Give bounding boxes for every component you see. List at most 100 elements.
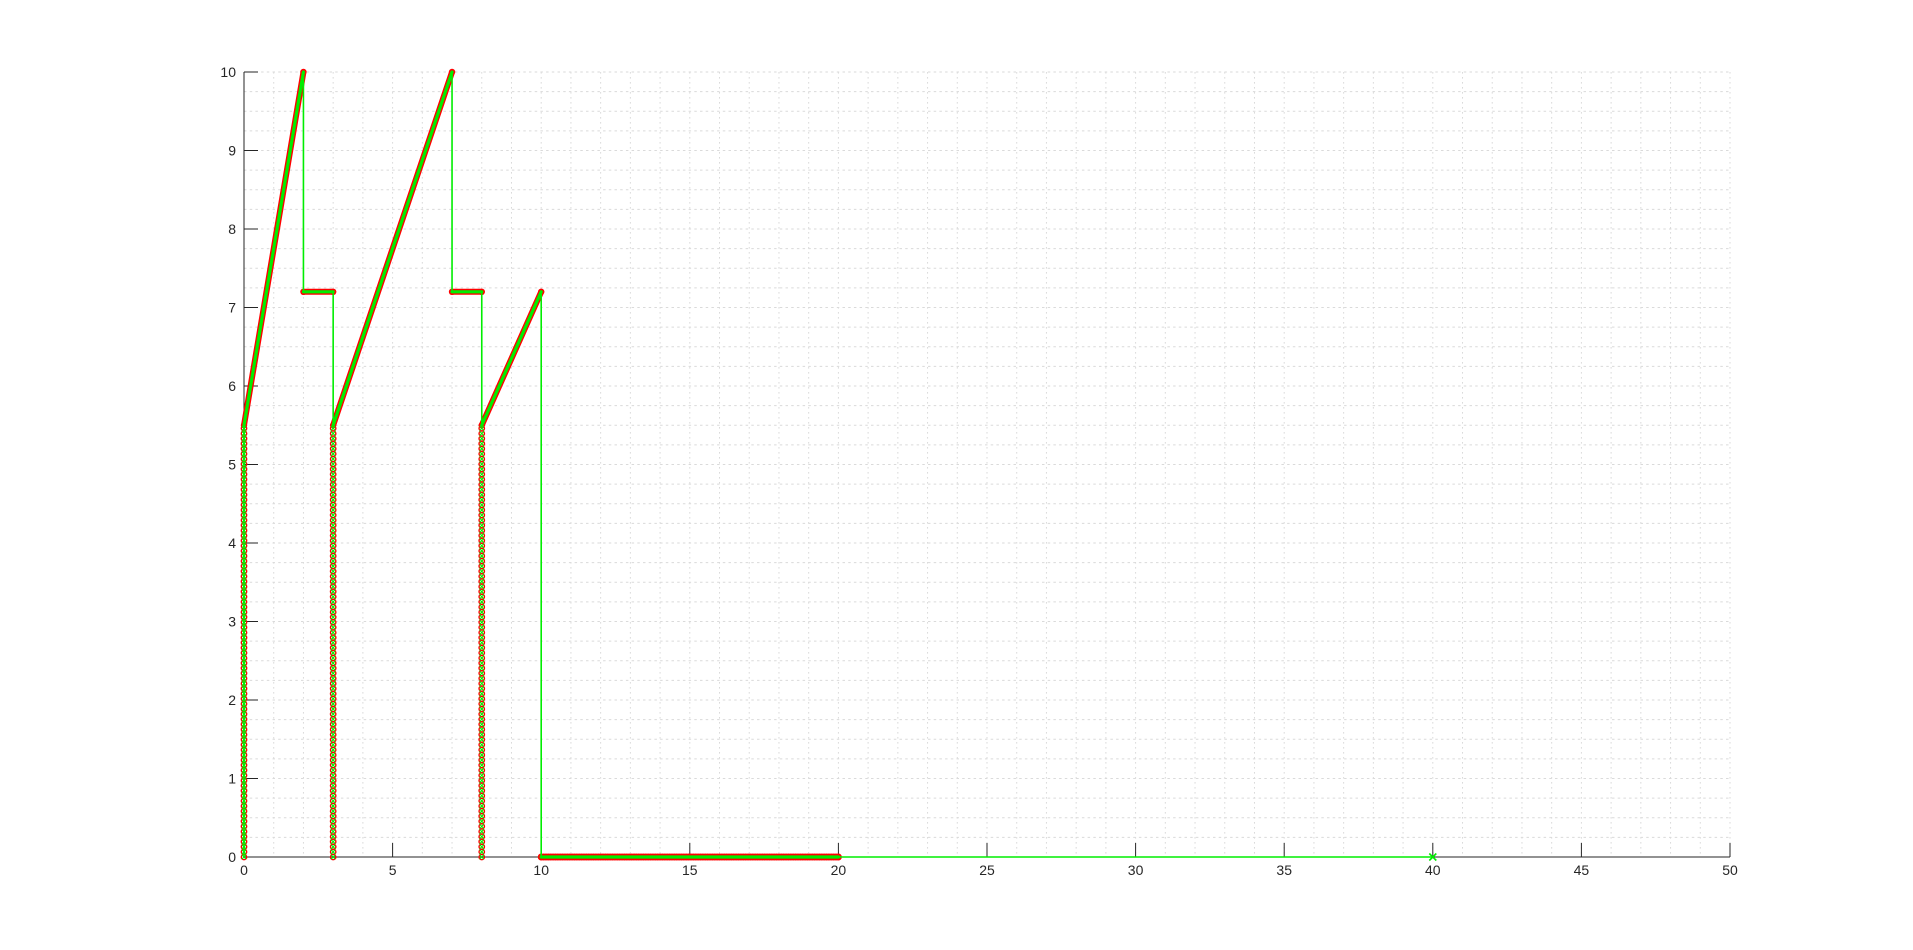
green-x-marker xyxy=(479,548,485,554)
green-x-marker xyxy=(241,818,247,824)
green-x-marker xyxy=(330,492,336,498)
green-x-marker xyxy=(241,578,247,584)
green-x-marker xyxy=(241,507,247,513)
green-x-marker xyxy=(479,823,485,829)
green-x-marker xyxy=(479,476,485,482)
green-x-marker xyxy=(241,527,247,533)
green-x-marker xyxy=(479,599,485,605)
green-x-marker xyxy=(241,711,247,717)
green-x-marker xyxy=(479,630,485,635)
green-x-marker xyxy=(479,828,485,834)
green-x-marker xyxy=(479,721,485,727)
green-x-marker xyxy=(479,803,485,809)
green-x-marker xyxy=(479,655,485,661)
green-x-marker xyxy=(241,670,247,676)
green-x-marker xyxy=(479,670,485,676)
green-x-marker xyxy=(241,431,247,436)
green-x-marker xyxy=(241,517,247,523)
green-x-marker xyxy=(330,813,336,819)
x-tick-label: 0 xyxy=(240,862,248,878)
green-x-marker xyxy=(479,762,485,768)
green-x-marker xyxy=(479,522,485,528)
green-x-marker xyxy=(479,711,485,717)
green-x-marker xyxy=(330,686,336,692)
green-x-marker xyxy=(330,609,336,615)
green-x-marker xyxy=(479,726,485,732)
green-x-marker xyxy=(330,589,336,595)
green-x-marker xyxy=(479,706,485,712)
green-x-marker xyxy=(479,619,485,625)
green-x-marker xyxy=(241,813,247,819)
y-tick-label: 7 xyxy=(228,300,236,316)
green-x-marker xyxy=(330,660,336,666)
y-tick-label: 0 xyxy=(228,849,236,865)
green-x-marker xyxy=(479,492,485,498)
green-x-marker xyxy=(241,757,247,763)
green-x-marker xyxy=(241,624,247,630)
green-x-marker xyxy=(479,553,485,559)
green-x-marker xyxy=(241,543,247,549)
green-x-marker xyxy=(241,466,247,472)
green-x-marker xyxy=(330,624,336,630)
y-tick-label: 6 xyxy=(228,378,236,394)
green-x-marker xyxy=(479,543,485,549)
green-x-marker xyxy=(479,808,485,814)
y-tick-label: 4 xyxy=(228,535,236,551)
series-green-line xyxy=(241,70,1437,862)
green-x-marker xyxy=(241,512,247,518)
green-x-marker xyxy=(330,752,336,758)
green-x-marker xyxy=(479,757,485,763)
green-x-marker xyxy=(241,747,247,753)
green-x-marker xyxy=(241,696,247,702)
y-tick-label: 10 xyxy=(220,64,236,80)
x-tick-label: 45 xyxy=(1574,862,1590,878)
green-x-marker xyxy=(330,431,336,436)
green-x-marker xyxy=(330,716,336,722)
green-x-marker xyxy=(330,563,336,569)
green-x-marker xyxy=(330,726,336,732)
green-x-marker xyxy=(330,471,336,477)
green-x-marker xyxy=(241,650,247,656)
green-x-marker xyxy=(479,614,485,620)
green-x-marker xyxy=(330,655,336,661)
green-x-marker xyxy=(330,696,336,702)
green-x-marker xyxy=(241,788,247,794)
green-x-marker xyxy=(330,640,336,646)
green-x-marker xyxy=(241,844,247,850)
green-x-marker xyxy=(241,701,247,707)
green-end-x-marker xyxy=(1428,852,1437,862)
green-x-marker xyxy=(330,772,336,778)
green-x-marker xyxy=(330,777,336,783)
green-x-marker xyxy=(241,456,247,462)
x-tick-label: 5 xyxy=(389,862,397,878)
green-x-marker xyxy=(330,854,336,860)
y-tick-label: 1 xyxy=(228,771,236,787)
green-x-marker xyxy=(241,665,247,671)
green-x-marker xyxy=(241,675,247,681)
green-x-marker xyxy=(479,584,485,590)
green-x-marker xyxy=(479,436,485,442)
x-tick-label: 35 xyxy=(1276,862,1292,878)
green-x-marker xyxy=(330,665,336,671)
green-x-marker xyxy=(330,456,336,462)
green-x-marker xyxy=(330,635,336,641)
green-x-marker xyxy=(241,461,247,467)
green-x-marker xyxy=(241,691,247,697)
green-x-marker xyxy=(241,548,247,554)
green-x-marker xyxy=(479,558,485,564)
green-x-marker xyxy=(241,502,247,508)
x-tick-label: 40 xyxy=(1425,862,1441,878)
green-x-marker xyxy=(479,839,485,845)
x-tick-label: 20 xyxy=(831,862,847,878)
green-x-marker xyxy=(479,772,485,778)
green-x-marker xyxy=(479,793,485,799)
green-x-marker xyxy=(330,482,336,488)
green-x-marker xyxy=(241,645,247,651)
green-x-marker xyxy=(330,732,336,738)
green-x-marker xyxy=(330,783,336,789)
green-x-marker xyxy=(330,798,336,804)
green-x-marker xyxy=(479,660,485,666)
green-x-marker xyxy=(479,691,485,697)
green-x-marker xyxy=(241,737,247,743)
